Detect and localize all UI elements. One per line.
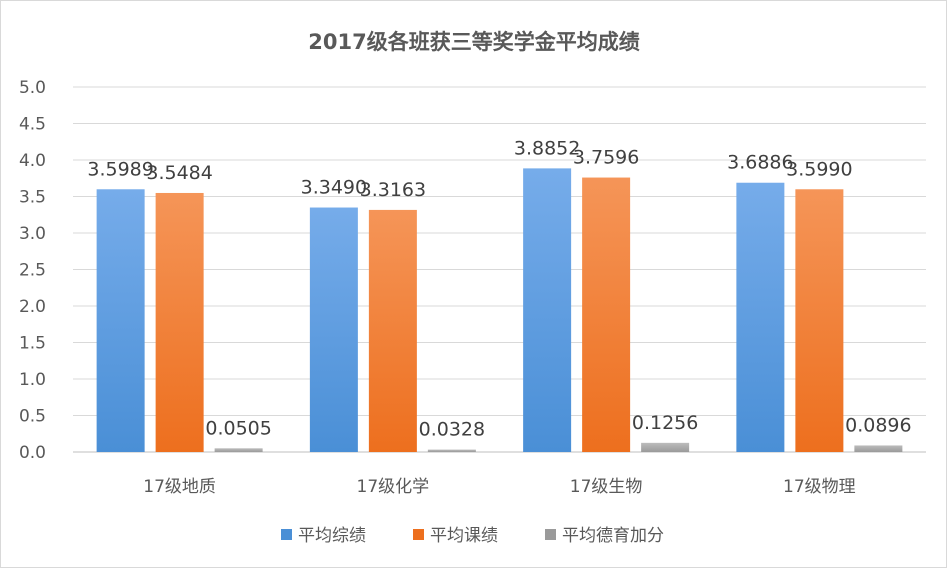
bar-2-2 [368,209,417,452]
data-label: 3.8852 [514,137,580,159]
bar-3-3 [641,442,690,452]
chart-title: 2017级各班获三等奖学金平均成绩 [308,30,639,54]
bar-2-4 [795,189,844,452]
x-axis-categories: 17级地质 17级化学 17级生物 17级物理 [143,477,855,497]
legend: 平均综绩 平均课绩 平均德育加分 [281,526,664,546]
data-label: 3.3490 [301,177,367,199]
legend-swatch [545,529,556,540]
bar-1-4 [736,182,785,453]
y-tick-label: 2.0 [19,297,46,317]
y-tick-label: 0.5 [19,407,46,427]
x-category-label: 17级生物 [570,477,643,497]
bar-1-2 [309,207,358,452]
bar-1-3 [523,168,572,452]
y-axis-ticks: 0.0 0.5 1.0 1.5 2.0 2.5 3.0 3.5 4.0 4.5 5.0 [19,78,46,463]
legend-label: 平均德育加分 [562,526,664,546]
y-tick-label: 4.0 [19,151,46,171]
data-label: 3.5989 [87,158,153,180]
legend-label: 平均综绩 [298,526,366,546]
legend-swatch [413,529,424,540]
y-tick-label: 5.0 [19,78,46,98]
y-tick-label: 2.5 [19,261,46,281]
bar-3-4 [854,445,903,452]
bar-1-1 [96,189,145,452]
bar-2-3 [582,177,631,452]
legend-label: 平均课绩 [430,526,498,546]
y-tick-label: 0.0 [19,443,46,463]
y-tick-label: 3.0 [19,224,46,244]
bar-3-2 [427,449,476,452]
y-tick-label: 1.0 [19,370,46,390]
y-tick-label: 4.5 [19,115,46,135]
data-label: 3.5484 [146,162,212,184]
data-label: 0.0896 [845,414,911,436]
data-label: 3.5990 [786,158,852,180]
bar-3-1 [214,448,263,452]
legend-swatch [281,529,292,540]
data-label: 0.0328 [419,419,485,441]
data-label: 0.0505 [205,417,271,439]
bars [96,168,903,453]
y-tick-label: 1.5 [19,334,46,354]
x-category-label: 17级物理 [783,477,856,497]
x-category-label: 17级化学 [357,477,430,497]
data-label: 3.3163 [360,179,426,201]
bar-2-1 [155,192,204,452]
data-label: 3.6886 [727,152,793,174]
data-label: 0.1256 [632,412,698,434]
data-label: 3.7596 [573,147,639,169]
y-tick-label: 3.5 [19,188,46,208]
gridlines [73,86,926,453]
x-category-label: 17级地质 [143,477,216,497]
